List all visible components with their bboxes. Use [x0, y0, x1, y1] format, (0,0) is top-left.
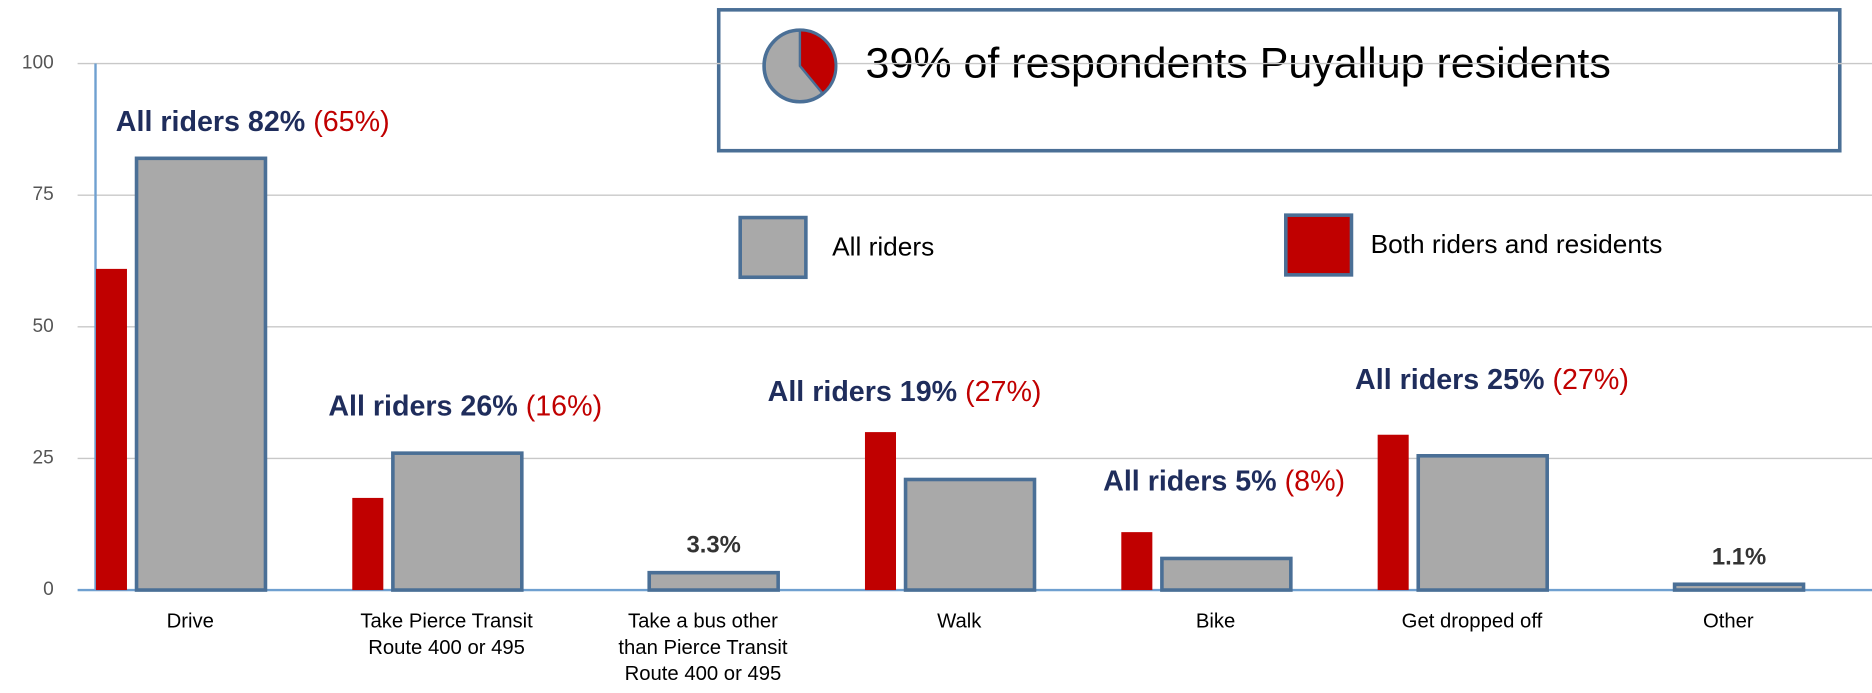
x-tick-label: Take a bus other	[628, 611, 778, 633]
y-tick-label: 25	[32, 447, 53, 468]
annotation-main: All riders 5%	[1103, 465, 1277, 497]
bar	[1160, 556, 1293, 592]
bar	[864, 432, 897, 591]
annotation: All riders 82% (65%)	[116, 106, 390, 138]
bar	[352, 497, 384, 591]
annotation-main: All riders 19%	[768, 376, 957, 408]
x-tick-label: Bike	[1196, 611, 1235, 633]
annotation: All riders 26% (16%)	[328, 390, 602, 422]
bar	[1416, 454, 1549, 592]
bar	[903, 477, 1037, 592]
legend-swatch	[738, 215, 808, 280]
x-tick-label: Walk	[937, 611, 982, 633]
bar	[134, 156, 268, 592]
pie-slice	[798, 28, 837, 96]
annotation-note: (27%)	[965, 376, 1041, 408]
legend-swatch	[1284, 213, 1354, 277]
x-tick-label: Get dropped off	[1402, 611, 1543, 633]
annotation-note: (65%)	[313, 106, 389, 138]
data-label: 1.1%	[1712, 543, 1766, 570]
y-tick-label: 0	[43, 579, 54, 600]
legend-label: All riders	[832, 232, 934, 262]
annotation-main: All riders 26%	[328, 390, 517, 422]
y-tick-label: 100	[22, 53, 54, 74]
bar	[1377, 434, 1409, 591]
y-tick-label: 50	[32, 316, 53, 337]
legend-label: Both riders and residents	[1371, 229, 1663, 259]
x-tick-label: than Pierce Transit	[618, 637, 787, 659]
x-tick-label: Take Pierce Transit	[360, 611, 533, 633]
annotation-note: (16%)	[526, 390, 602, 422]
bar	[647, 570, 780, 592]
x-tick-label: Drive	[167, 611, 214, 633]
y-tick-label: 75	[32, 184, 53, 205]
annotation-main: All riders 82%	[116, 106, 305, 138]
annotation-main: All riders 25%	[1355, 364, 1544, 396]
x-tick-label: Other	[1703, 611, 1754, 633]
data-label: 3.3%	[686, 532, 740, 559]
bar	[95, 268, 127, 591]
annotation: All riders 25% (27%)	[1355, 364, 1629, 396]
callout-box	[716, 8, 1842, 153]
annotation-note: (27%)	[1552, 364, 1628, 396]
annotation: All riders 5% (8%)	[1103, 465, 1345, 497]
annotation: All riders 19% (27%)	[768, 376, 1042, 408]
bar	[391, 451, 524, 592]
x-tick-label: Route 400 or 495	[625, 663, 782, 685]
bar	[1121, 532, 1153, 591]
bar	[1672, 582, 1806, 592]
annotation-note: (8%)	[1285, 465, 1345, 497]
x-tick-label: Route 400 or 495	[368, 637, 525, 659]
